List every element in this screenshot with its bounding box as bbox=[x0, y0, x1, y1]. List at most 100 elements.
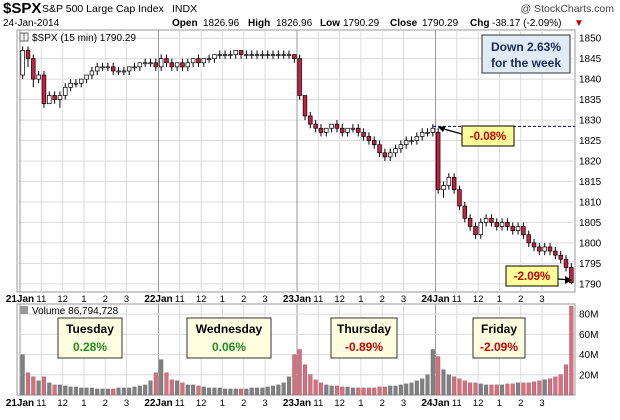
x-tick-label: 11 bbox=[175, 294, 185, 305]
open-label: Open bbox=[172, 18, 198, 29]
volume-bar bbox=[308, 374, 313, 396]
day-box-wednesday-label: Wednesday bbox=[196, 322, 263, 336]
x-tick-label-bottom: 3 bbox=[262, 398, 267, 409]
volume-bar bbox=[286, 376, 292, 396]
volume-bar bbox=[57, 384, 62, 396]
volume-bar bbox=[425, 374, 430, 396]
volume-bar bbox=[382, 386, 387, 396]
volume-bar bbox=[260, 387, 265, 396]
candle bbox=[201, 58, 206, 67]
volume-y-tick-label: 80M bbox=[579, 310, 598, 321]
volume-bar bbox=[345, 386, 350, 396]
volume-bar bbox=[505, 383, 510, 396]
volume-bar bbox=[334, 385, 339, 396]
x-tick-label: 11 bbox=[452, 294, 462, 305]
candle bbox=[467, 214, 473, 231]
volume-bar bbox=[414, 380, 419, 396]
volume-bar bbox=[569, 305, 574, 396]
volume-bar bbox=[196, 385, 201, 396]
day-box-thursday: Thursday -0.89% bbox=[330, 317, 398, 359]
volume-bar bbox=[542, 379, 547, 396]
candle bbox=[388, 148, 393, 161]
x-tick-label: 24Jan bbox=[421, 294, 449, 305]
volume-bar bbox=[105, 388, 110, 396]
volume-bar bbox=[473, 382, 478, 396]
week-summary-line1: Down 2.63% bbox=[491, 40, 561, 54]
volume-bar bbox=[521, 382, 526, 396]
x-tick-label: 2 bbox=[380, 294, 385, 305]
candle bbox=[515, 222, 521, 235]
volume-bar bbox=[164, 372, 169, 396]
candle bbox=[499, 218, 505, 231]
candle bbox=[148, 58, 153, 67]
day-box-tuesday: Tuesday 0.28% bbox=[57, 317, 123, 359]
candle bbox=[526, 230, 531, 247]
volume-bar bbox=[436, 356, 441, 396]
volume-bar bbox=[201, 386, 206, 396]
x-tick-label: 2 bbox=[103, 294, 108, 305]
candle bbox=[244, 50, 249, 59]
volume-bar bbox=[537, 380, 542, 396]
price-y-tick-label: 1840 bbox=[579, 75, 602, 86]
candle bbox=[457, 185, 462, 211]
x-tick-label-bottom: 2 bbox=[103, 398, 108, 409]
candle bbox=[563, 255, 569, 272]
x-tick-label: 1 bbox=[81, 294, 86, 305]
close-value: 1790.29 bbox=[422, 18, 459, 29]
volume-bar bbox=[494, 384, 499, 396]
volume-y-tick-label: 20M bbox=[579, 370, 598, 381]
x-tick-label-bottom: 11 bbox=[175, 398, 185, 409]
candle bbox=[553, 246, 558, 260]
candle bbox=[190, 58, 196, 67]
high-label: High bbox=[248, 18, 270, 29]
candle bbox=[25, 46, 31, 67]
volume-bar bbox=[324, 384, 329, 396]
volume-bar bbox=[292, 354, 297, 396]
candle bbox=[228, 50, 233, 59]
x-tick-label: 12 bbox=[334, 294, 345, 305]
candle bbox=[116, 66, 121, 76]
volume-bar bbox=[516, 382, 521, 396]
x-tick-label: 1 bbox=[220, 294, 225, 305]
volume-bar bbox=[553, 376, 558, 396]
x-tick-label-bottom: 1 bbox=[497, 398, 502, 409]
volume-bar bbox=[361, 387, 366, 396]
volume-bar bbox=[452, 376, 457, 396]
volume-bar bbox=[63, 385, 68, 396]
exchange: INDX bbox=[172, 3, 197, 15]
candle bbox=[238, 50, 244, 59]
candle bbox=[79, 78, 84, 88]
candle bbox=[366, 132, 372, 145]
callout-ref-box bbox=[461, 125, 515, 147]
price-y-tick-label: 1795 bbox=[579, 259, 602, 270]
candle bbox=[153, 58, 159, 71]
volume-bar bbox=[265, 386, 270, 396]
volume-bar bbox=[175, 380, 180, 396]
candle bbox=[142, 58, 148, 67]
volume-bar bbox=[510, 383, 515, 396]
x-tick-label-bottom: 22Jan bbox=[144, 398, 172, 409]
x-tick-label-bottom: 23Jan bbox=[283, 398, 311, 409]
day-box-tuesday-pct: 0.28% bbox=[73, 340, 107, 354]
price-legend: $SPX (15 min) 1790.29 bbox=[32, 33, 136, 44]
volume-bar bbox=[121, 387, 126, 396]
candle bbox=[446, 173, 452, 190]
x-tick-label: 1 bbox=[358, 294, 363, 305]
candle bbox=[292, 54, 297, 63]
volume-y-tick-label: 40M bbox=[579, 350, 598, 361]
x-tick-label: 12 bbox=[473, 294, 484, 305]
candle bbox=[164, 54, 169, 67]
volume-bar bbox=[526, 382, 531, 396]
week-summary-box bbox=[481, 34, 571, 74]
candle bbox=[505, 218, 510, 231]
price-y-tick-label: 1820 bbox=[579, 157, 602, 168]
chg-label: Chg bbox=[470, 18, 489, 29]
volume-bar bbox=[276, 384, 281, 396]
candle bbox=[20, 46, 25, 80]
candle bbox=[382, 148, 388, 161]
volume-bar bbox=[420, 378, 425, 396]
day-box-thursday-pct: -0.89% bbox=[345, 340, 383, 354]
candle bbox=[158, 54, 164, 71]
